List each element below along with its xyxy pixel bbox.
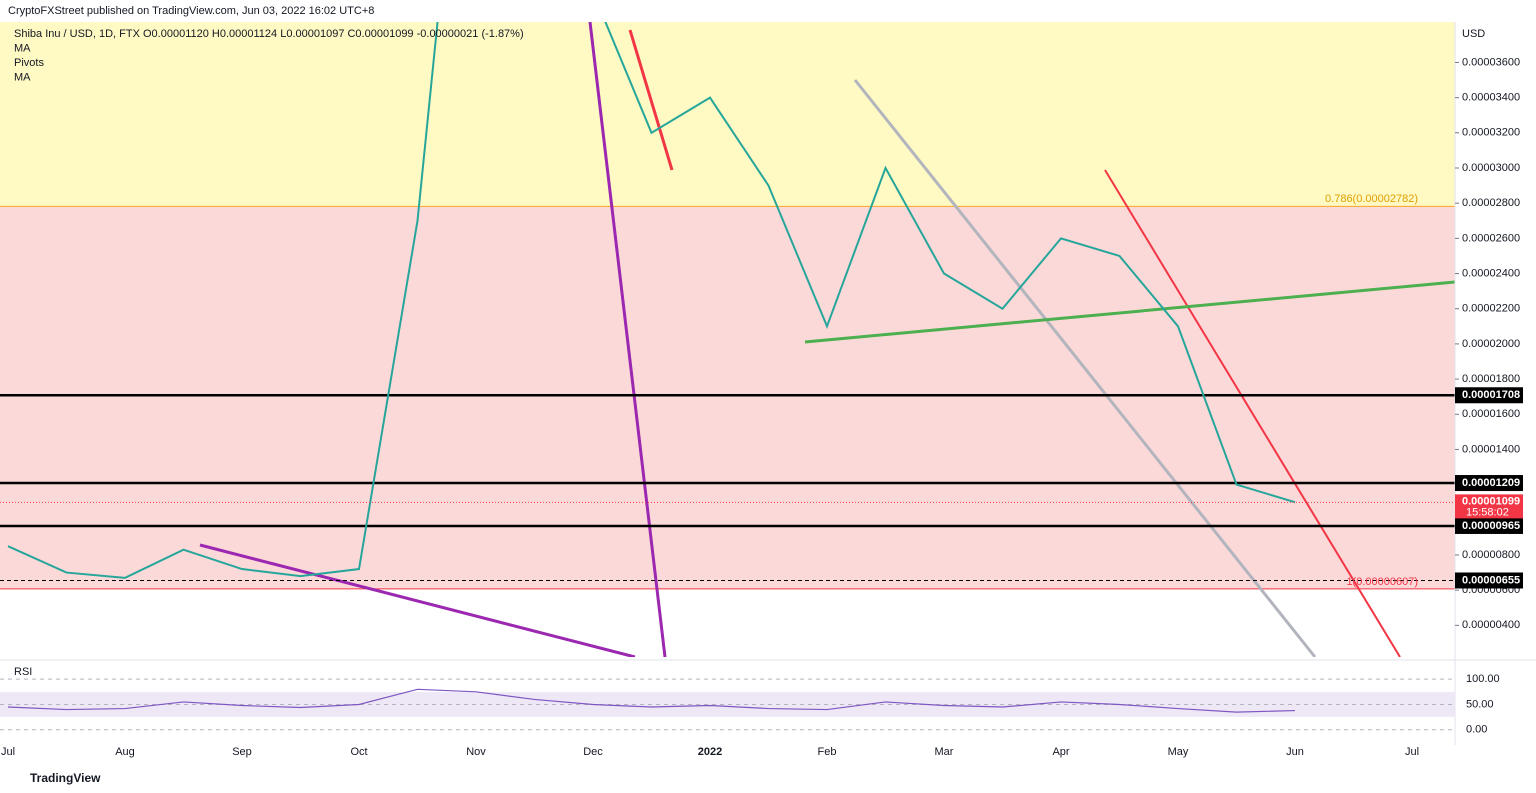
x-tick-label: Jul [1405, 746, 1419, 758]
x-tick-label: 2022 [698, 746, 722, 758]
x-tick-label: Dec [583, 746, 603, 758]
y-tick-label: 0.00003200 [1462, 127, 1520, 139]
y-tick-label: 0.00000800 [1462, 549, 1520, 561]
x-tick-label: Sep [232, 746, 252, 758]
legend-line: Pivots [14, 57, 44, 69]
y-tick-label: 0.00002200 [1462, 303, 1520, 315]
rsi-tick-label: 0.00 [1466, 724, 1487, 736]
y-tick-label: 0.00001400 [1462, 443, 1520, 455]
price-line [7, 22, 1296, 579]
y-tick-label: 0.00003400 [1462, 92, 1520, 104]
y-tick-label: 0.00003600 [1462, 56, 1520, 68]
y-tick-label: 0.00002800 [1462, 197, 1520, 209]
level-label: 0.00001708 [1462, 389, 1520, 401]
x-tick-label: Feb [818, 746, 837, 758]
level-tag [1455, 572, 1523, 589]
fib-zone [0, 22, 1455, 207]
legend-line: Shiba Inu / USD, 1D, FTX O0.00001120 H0.… [14, 28, 524, 40]
header: CryptoFXStreet published on TradingView.… [8, 5, 374, 17]
legend-line: MA [14, 42, 31, 54]
x-tick-label: Jul [1, 746, 15, 758]
fib-zone [0, 206, 1455, 589]
x-tick-label: Nov [466, 746, 486, 758]
level-label: 0.00000655 [1462, 574, 1520, 586]
rsi-line [7, 688, 1296, 713]
footer: TradingView [30, 771, 101, 785]
x-tick-label: Mar [935, 746, 954, 758]
last-price-label: 0.00001099 [1462, 495, 1520, 507]
y-tick-label: 0.00002600 [1462, 232, 1520, 244]
fib-label: 1(0.00000607) [1346, 576, 1418, 588]
trendlines [199, 22, 1455, 657]
rsi-tick-label: 100.00 [1466, 673, 1500, 685]
level-tag [1455, 387, 1523, 404]
last-price-tag [1455, 494, 1523, 519]
y-tick-label: 0.00003000 [1462, 162, 1520, 174]
background [0, 22, 1455, 590]
level-label: 0.00001209 [1462, 477, 1520, 489]
y-tick-label: 0.00002000 [1462, 338, 1520, 350]
x-tick-label: May [1168, 746, 1189, 758]
rsi-tick-label: 50.00 [1466, 698, 1494, 710]
countdown: 15:58:02 [1466, 506, 1509, 518]
y-tick-label: 0.00001600 [1462, 408, 1520, 420]
axis-label: USD [1462, 28, 1485, 40]
rsi-title: RSI [14, 666, 32, 678]
x-tick-label: Aug [115, 746, 135, 758]
level-label: 0.00000965 [1462, 520, 1520, 532]
x-tick-label: Oct [350, 746, 367, 758]
x-tick-label: Apr [1052, 746, 1069, 758]
fib-label: 0.786(0.00002782) [1325, 193, 1418, 205]
level-tag [1455, 517, 1523, 534]
legend-line: MA [14, 71, 31, 83]
y-tick-label: 0.00001800 [1462, 373, 1520, 385]
level-tag [1455, 475, 1523, 492]
y-tick-label: 0.00000400 [1462, 619, 1520, 631]
x-tick-label: Jun [1286, 746, 1304, 758]
y-tick-label: 0.00002400 [1462, 267, 1520, 279]
